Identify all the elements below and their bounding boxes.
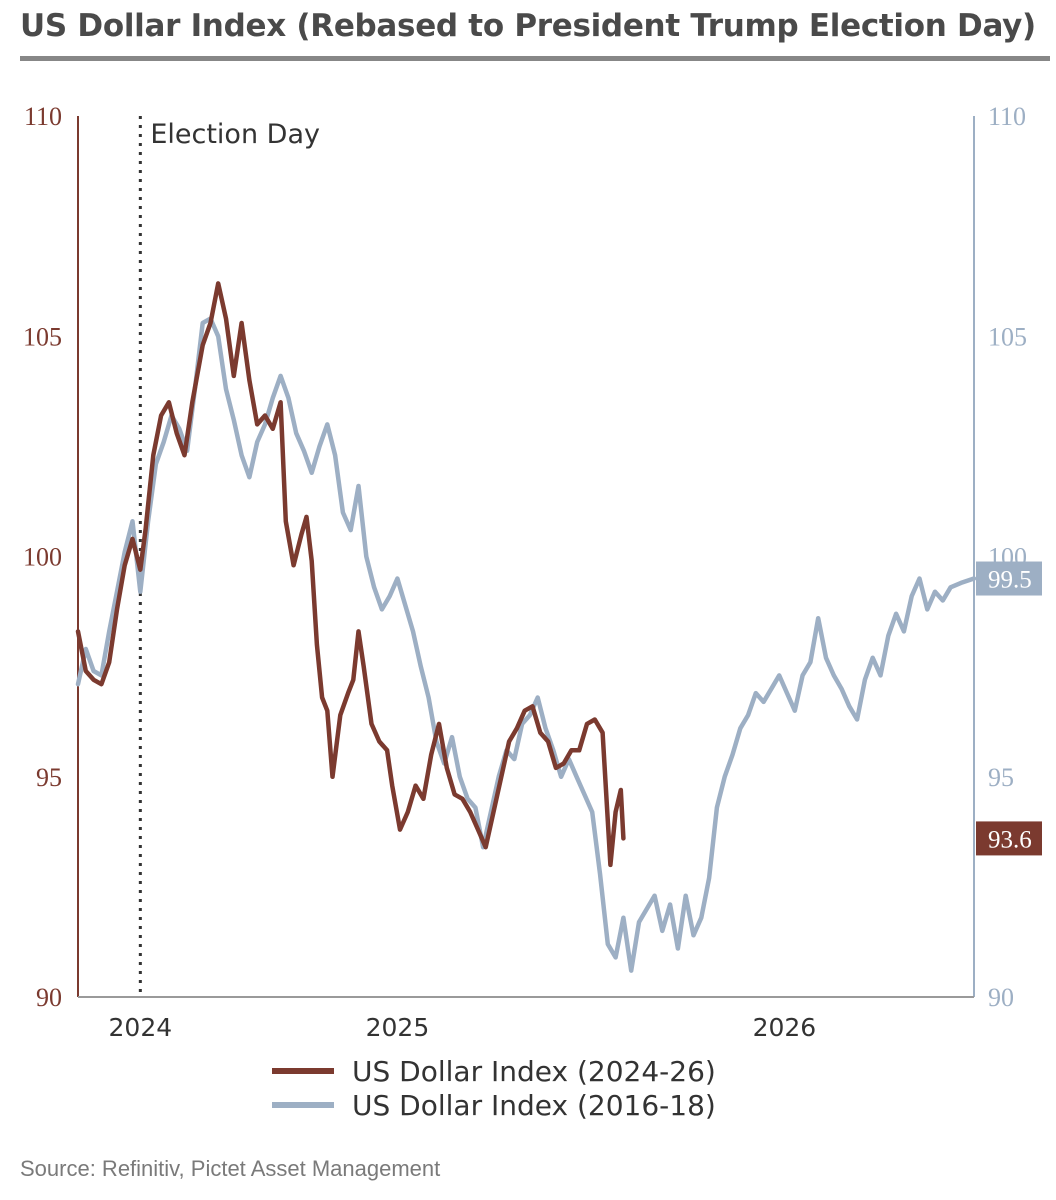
election-day-label: Election Day [150, 119, 320, 150]
title-divider [20, 56, 1050, 61]
chart-series [75, 281, 977, 973]
y-left-tick-label: 90 [36, 983, 62, 1012]
series-line-2016-18 [75, 316, 977, 973]
y-right-tick-label: 110 [988, 102, 1026, 131]
legend-label-2016-18: US Dollar Index (2016-18) [352, 1088, 716, 1122]
y-right-tick-label: 95 [988, 763, 1014, 792]
legend-item-2016-18: US Dollar Index (2016-18) [272, 1088, 716, 1122]
y-left-tick-label: 100 [23, 543, 62, 572]
end-label-2016-18-text: 99.5 [988, 567, 1032, 594]
chart-title: US Dollar Index (Rebased to President Tr… [20, 8, 1036, 44]
legend-swatch-2016-18 [272, 1102, 334, 1108]
x-tick-label: 2025 [366, 1013, 430, 1042]
legend-label-2024-26: US Dollar Index (2024-26) [352, 1054, 716, 1088]
y-left-tick-label: 110 [24, 102, 62, 131]
source-note: Source: Refinitiv, Pictet Asset Manageme… [20, 1156, 441, 1181]
end-label-2024-26-text: 93.6 [988, 826, 1032, 853]
series-line-2024-26 [75, 281, 626, 868]
x-tick-label: 2026 [753, 1013, 817, 1042]
legend-swatch-2024-26 [272, 1068, 334, 1074]
y-left-tick-label: 105 [23, 322, 62, 351]
y-right-tick-label: 105 [988, 322, 1027, 351]
end-label-2024-26-box [976, 821, 1042, 856]
y-left-tick-label: 95 [36, 763, 62, 792]
chart-legend: US Dollar Index (2024-26) US Dollar Inde… [272, 1054, 716, 1122]
x-tick-label: 2024 [109, 1013, 173, 1042]
chart-axes [77, 116, 975, 998]
y-right-tick-label: 90 [988, 983, 1014, 1012]
legend-item-2024-26: US Dollar Index (2024-26) [272, 1054, 716, 1088]
end-label-2016-18-box [976, 561, 1042, 596]
